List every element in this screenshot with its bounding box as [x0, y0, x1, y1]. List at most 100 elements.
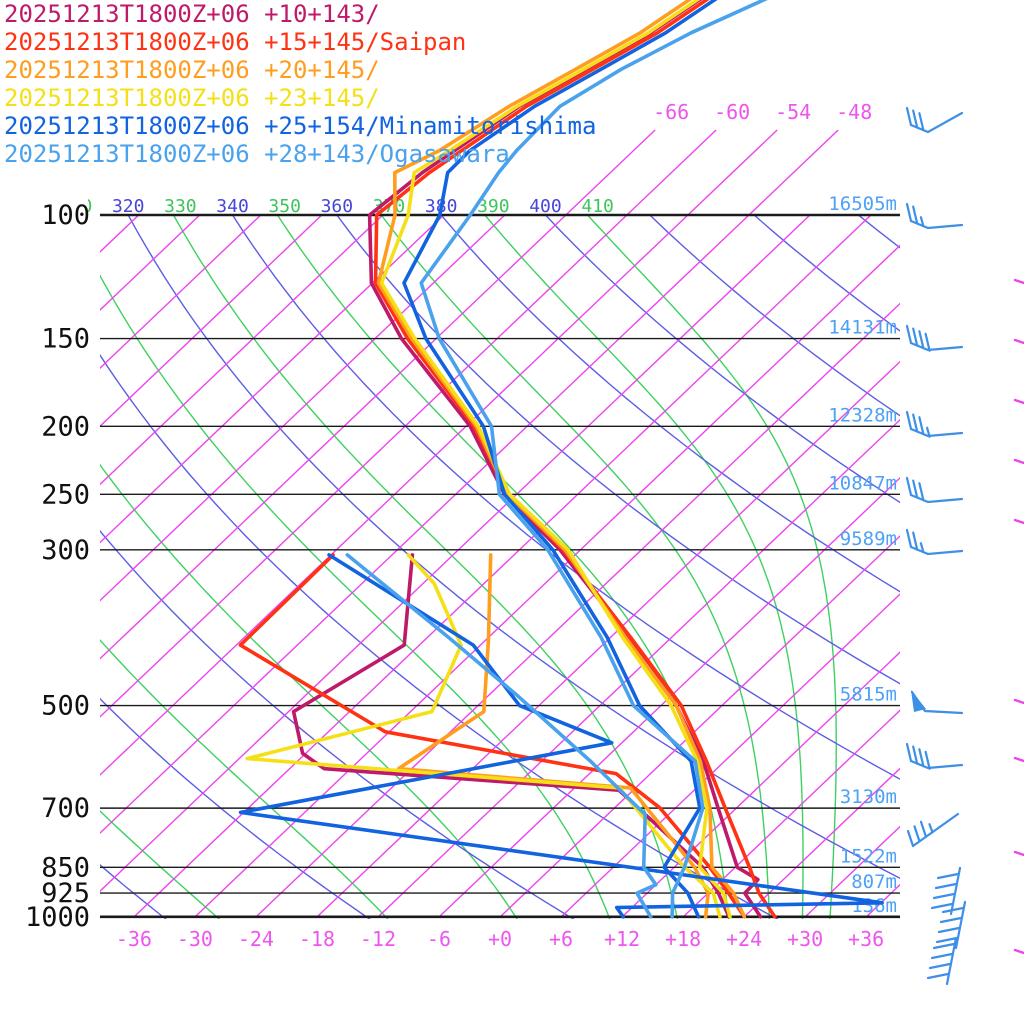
isotherm-line	[100, 215, 262, 370]
dewpoint-profile	[291, 553, 731, 919]
isotherm-line	[100, 215, 811, 893]
wind-barb	[905, 106, 964, 134]
barb-feather	[934, 882, 958, 890]
barb-staff	[949, 866, 962, 916]
pressure-lines	[100, 213, 900, 919]
isotherm-extensions	[565, 129, 839, 216]
barb-feather	[912, 479, 919, 499]
legend-entry-4: 20251213T1800Z+06 +23+145/	[4, 84, 380, 112]
wind-barb	[905, 476, 964, 504]
edge-tick	[1013, 756, 1024, 763]
temp-axis-label: +36	[848, 927, 884, 951]
dry-adiabat-line	[440, 215, 900, 593]
barb-feather	[918, 748, 925, 768]
isotherm-line	[560, 593, 900, 918]
isotherm-top-label: -48	[836, 100, 872, 124]
wind-barb	[905, 742, 964, 770]
temp-axis-label: -36	[116, 927, 152, 951]
barb-feather	[905, 106, 913, 127]
barb-feather	[905, 742, 913, 763]
isotherm-line	[438, 476, 900, 918]
edge-tick	[1013, 850, 1024, 857]
isotherm-line	[100, 215, 567, 660]
axis-labels: -66 -60 -54 -48 100 16505m 150 14131m 200 12328m 2…	[25, 100, 897, 951]
barb-feather	[912, 327, 919, 347]
barb-feather	[928, 962, 952, 970]
edge-tick	[1013, 948, 1024, 955]
legend-entry-1: 20251213T1800Z+06 +10+143/	[4, 0, 380, 28]
height-label-200: 12328m	[828, 404, 897, 426]
barb-staff	[945, 936, 958, 986]
barb-feather	[939, 916, 963, 924]
moist-adiabat-line	[100, 639, 389, 919]
profiles	[238, 0, 884, 919]
pressure-label-300: 300	[41, 535, 90, 566]
isotherm-line	[316, 360, 900, 918]
edge-tick	[1013, 518, 1024, 525]
dewpoint-profile	[245, 553, 722, 919]
wind-barb	[905, 324, 964, 352]
barb-feather	[912, 109, 919, 129]
edge-tick	[1013, 278, 1024, 285]
dewpoint-profile	[238, 553, 884, 919]
barb-feather	[937, 926, 961, 934]
barb-feather	[919, 820, 928, 838]
barb-half-feather	[925, 426, 931, 438]
barb-feather	[913, 825, 921, 843]
barb-staff	[911, 812, 960, 848]
barb-staff	[954, 900, 967, 950]
barb-feather	[912, 413, 919, 433]
legend-entry-3: 20251213T1800Z+06 +20+145/	[4, 56, 380, 84]
barb-feather	[905, 202, 913, 223]
isotherm-line	[100, 215, 201, 311]
barb-feather	[924, 750, 931, 770]
barb-feather	[912, 745, 919, 765]
pressure-label-850: 850	[41, 852, 90, 883]
isotherm-line	[927, 215, 1024, 917]
dry-adiabat-line	[100, 697, 371, 919]
height-label-100: 16505m	[828, 193, 897, 215]
temperature-profile	[402, 0, 718, 919]
temp-axis-label: +0	[488, 927, 512, 951]
temp-axis-label: +18	[665, 927, 701, 951]
barb-staff	[909, 341, 964, 352]
theta-label-dry-320: 320	[112, 196, 145, 217]
barb-half-feather	[919, 542, 925, 554]
temp-axis-label: +24	[726, 927, 762, 951]
pressure-label-100: 100	[41, 200, 90, 231]
theta-label-moist-350: 350	[268, 196, 301, 217]
barb-staff	[909, 427, 964, 438]
barb-feather	[932, 942, 956, 950]
temp-axis-label: -6	[427, 927, 451, 951]
barb-feather	[924, 332, 931, 352]
dewpoint-profile	[238, 553, 747, 919]
temp-axis-label: -18	[299, 927, 335, 951]
isotherms	[100, 215, 1024, 918]
temp-axis-label: +6	[549, 927, 573, 951]
dry-adiabat-line	[544, 215, 900, 504]
dry-adiabat-line	[857, 215, 900, 249]
barb-feather	[905, 528, 913, 549]
isotherm-line	[100, 215, 323, 428]
edge-tick	[1013, 458, 1024, 465]
wind-barb	[905, 410, 964, 438]
isotherm-line	[100, 215, 750, 835]
barb-pennant	[911, 690, 926, 712]
isotherm-line	[100, 215, 628, 718]
isotherm-line	[377, 418, 900, 918]
theta-label-dry-400: 400	[529, 196, 562, 217]
isotherm-line	[100, 215, 506, 602]
theta-labels: 310 320 330 340 350 360 370 380 390 400 410	[60, 196, 614, 217]
temperature-profile	[379, 0, 732, 919]
wind-barb-reversed	[906, 812, 960, 848]
wind-barb-surface	[930, 866, 962, 916]
barb-half-feather	[928, 823, 934, 834]
barb-staff	[909, 759, 964, 770]
theta-label-moist-310: 310	[60, 196, 93, 217]
dry-adiabat-line	[100, 353, 779, 919]
barb-feather	[936, 872, 960, 880]
barb-feather	[918, 416, 925, 436]
wind-barb-surface	[935, 900, 967, 950]
isotherm-top-label: -60	[714, 100, 750, 124]
isotherm-line	[621, 651, 900, 918]
